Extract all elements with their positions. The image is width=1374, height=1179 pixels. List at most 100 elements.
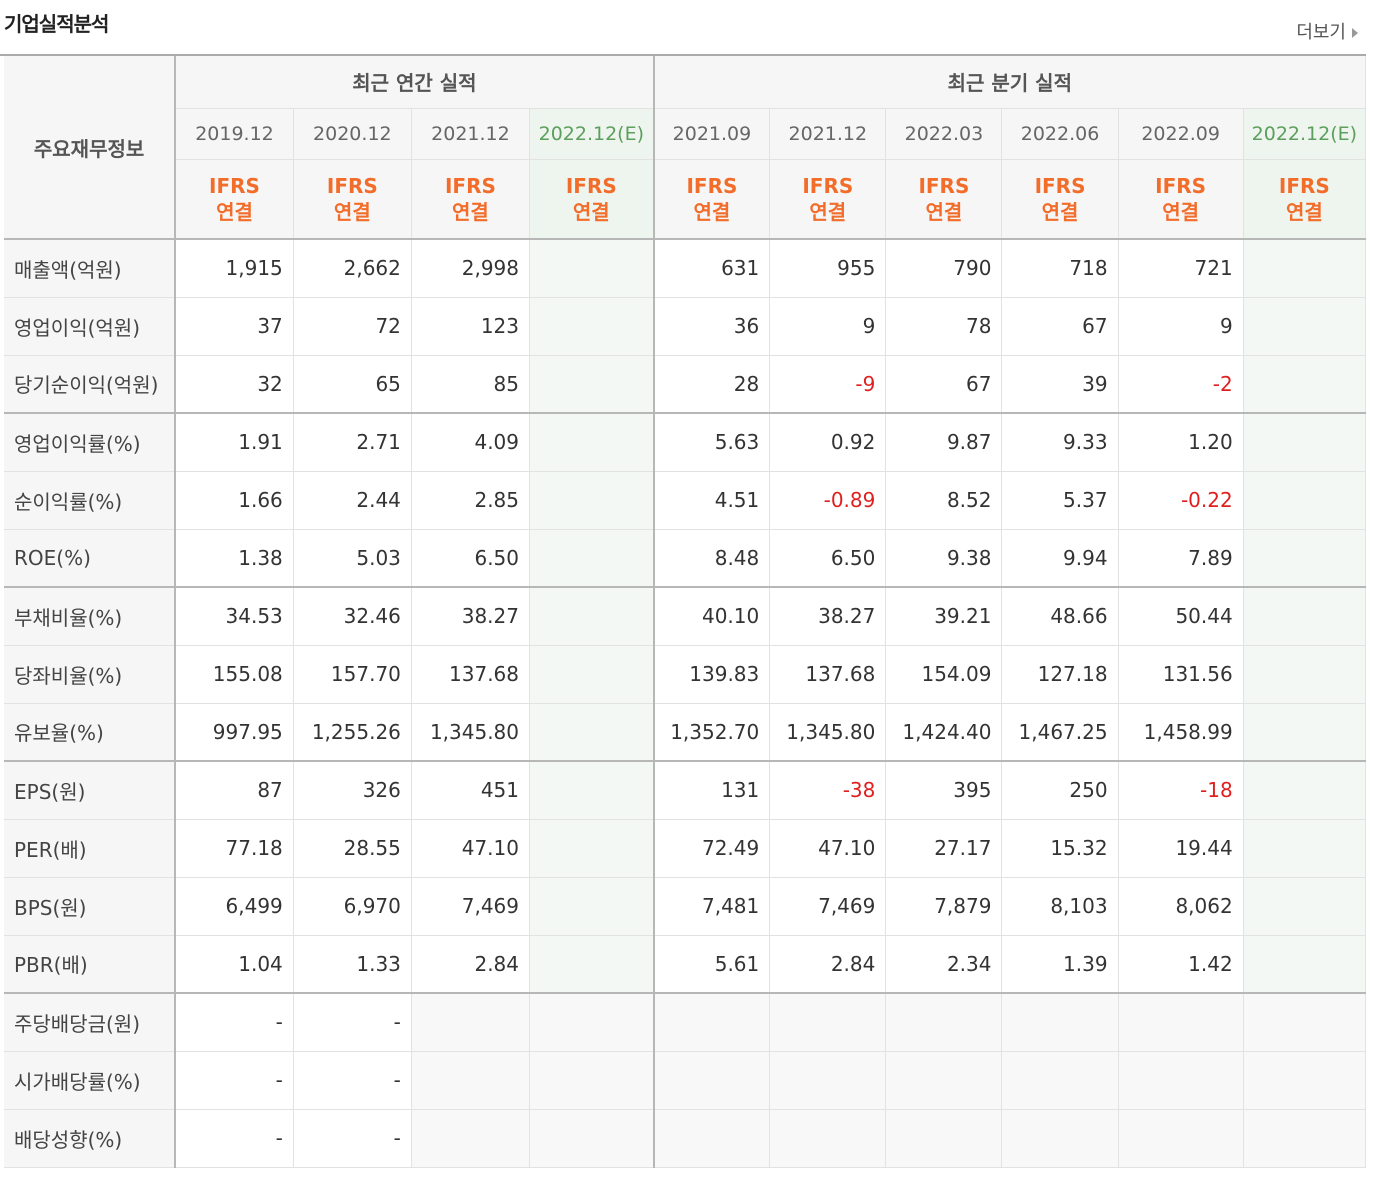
table-cell [529,935,655,994]
table-cell: 19.44 [1118,819,1244,878]
table-cell: 137.68 [411,645,531,704]
basis-line2: 연결 [809,199,847,224]
table-cell [529,703,655,762]
table-cell: 1,255.26 [293,703,412,762]
table-cell: -2 [1118,355,1244,414]
table-row: ROE(%) 1.38 5.03 6.50 8.48 6.50 9.38 9.94 7.89 [4,529,1367,588]
table-cell: - [293,993,412,1052]
table-cell: 7,469 [411,877,531,936]
basis-header: IFRS 연결 [1243,159,1367,240]
table-cell [1243,529,1367,588]
table-cell [1243,761,1367,820]
basis-header: IFRS 연결 [769,159,887,240]
table-cell [1243,413,1367,472]
period-header: 2019.12 [175,108,294,160]
table-cell: 1,424.40 [885,703,1003,762]
table-cell: 250 [1001,761,1119,820]
table-cell: 631 [653,239,771,298]
row-label: 순이익률(%) [4,471,177,530]
table-cell [1001,1109,1119,1168]
table-cell [769,1051,887,1110]
table-cell: 87 [175,761,294,820]
table-cell: 40.10 [653,587,771,646]
table-cell: 47.10 [769,819,887,878]
table-cell [411,993,531,1052]
basis-line2: 연결 [925,199,963,224]
table-cell [529,1109,655,1168]
table-cell [769,993,887,1052]
table-cell: 1.38 [175,529,294,588]
period-header: 2021.09 [653,108,771,160]
table-cell [885,1051,1003,1110]
table-row: 매출액(억원) 1,915 2,662 2,998 631 955 790 718 721 [4,239,1367,298]
table-cell: 7,879 [885,877,1003,936]
table-row: EPS(원) 87 326 451 131 -38 395 250 -18 [4,761,1367,820]
basis-line2: 연결 [1041,199,1079,224]
table-cell: 5.37 [1001,471,1119,530]
table-cell [1243,935,1367,994]
section-header: 기업실적분석 더보기 [0,0,1366,56]
table-cell [653,993,771,1052]
table-cell: 9.33 [1001,413,1119,472]
table-row: PER(배) 77.18 28.55 47.10 72.49 47.10 27.17 15.3… [4,819,1367,878]
table-cell: 50.44 [1118,587,1244,646]
table-cell: 131.56 [1118,645,1244,704]
table-cell: -0.22 [1118,471,1244,530]
table-cell: 39 [1001,355,1119,414]
table-cell [529,239,655,298]
row-label: 영업이익(억원) [4,297,177,356]
table-cell: 72 [293,297,412,356]
basis-line2: 연결 [572,199,610,224]
table-cell: - [293,1051,412,1110]
table-cell: 2.71 [293,413,412,472]
table-cell [529,645,655,704]
row-label: BPS(원) [4,877,177,936]
table-cell [411,1051,531,1110]
table-cell: 65 [293,355,412,414]
table-cell: 38.27 [769,587,887,646]
table-cell: 7,481 [653,877,771,936]
table-cell: 78 [885,297,1003,356]
more-link[interactable]: 더보기 [1296,18,1358,44]
table-cell [1243,645,1367,704]
table-cell: 32.46 [293,587,412,646]
financial-table: 주요재무정보 최근 연간 실적 최근 분기 실적 2019.12 2020.12 2… [4,56,1367,1168]
basis-line1: IFRS [326,173,378,198]
table-cell: 1,345.80 [769,703,887,762]
table-cell: 326 [293,761,412,820]
table-cell: 15.32 [1001,819,1119,878]
basis-header: IFRS 연결 [885,159,1003,240]
table-cell: -9 [769,355,887,414]
table-cell: 8.52 [885,471,1003,530]
table-row: 배당성향(%) - - [4,1109,1367,1168]
table-cell: 8,103 [1001,877,1119,936]
table-cell: 1.66 [175,471,294,530]
table-cell: 1.04 [175,935,294,994]
table-cell: 39.21 [885,587,1003,646]
period-header: 2022.12(E) [529,108,655,160]
table-cell: 47.10 [411,819,531,878]
table-cell: 123 [411,297,531,356]
table-cell [529,761,655,820]
row-label: ROE(%) [4,529,177,588]
table-row: 부채비율(%) 34.53 32.46 38.27 40.10 38.27 39.21 48.… [4,587,1367,646]
row-label: 매출액(억원) [4,239,177,298]
table-cell: 137.68 [769,645,887,704]
row-label: 주당배당금(원) [4,993,177,1052]
table-cell [529,471,655,530]
table-cell: 27.17 [885,819,1003,878]
basis-line1: IFRS [209,173,260,198]
table-cell: 1,458.99 [1118,703,1244,762]
basis-line1: IFRS [802,173,854,198]
table-cell: 28.55 [293,819,412,878]
basis-line1: IFRS [1034,173,1086,198]
table-cell: 7,469 [769,877,887,936]
table-cell: 6,499 [175,877,294,936]
table-cell [653,1051,771,1110]
table-cell: 0.92 [769,413,887,472]
period-header: 2022.03 [885,108,1003,160]
table-cell [1118,1109,1244,1168]
table-cell: 38.27 [411,587,531,646]
quarter-group-header: 최근 분기 실적 [653,56,1366,109]
table-cell: 2.34 [885,935,1003,994]
